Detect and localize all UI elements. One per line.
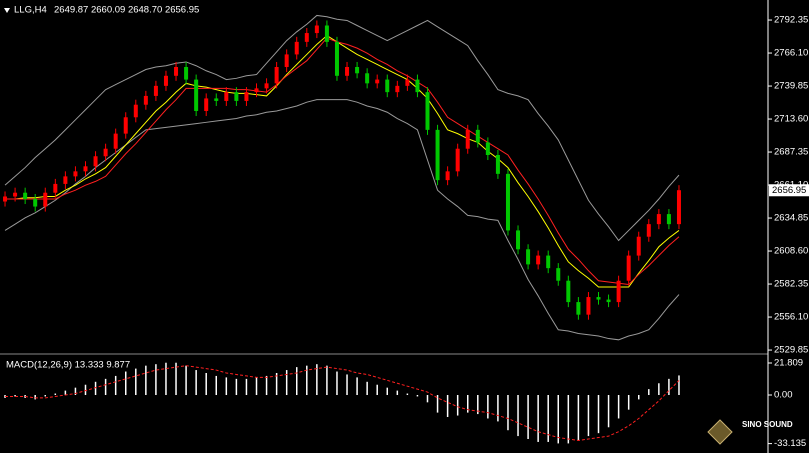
candle-body [465, 129, 470, 149]
candle-body [606, 299, 611, 303]
candle-body [495, 154, 500, 174]
candle-body [153, 85, 158, 96]
candle-body [596, 297, 601, 300]
candle-body [33, 199, 38, 207]
candle-body [304, 33, 309, 42]
candle-body [133, 104, 138, 118]
y-tick-label: 0.00 [774, 390, 793, 401]
candle-body [214, 98, 219, 101]
candle-body [53, 183, 58, 193]
y-tick-label: 21.809 [774, 358, 803, 369]
candle-body [234, 92, 239, 101]
candle-body [294, 41, 299, 55]
ohlc-readout: 2649.87 2660.09 2648.70 2656.95 [54, 5, 199, 16]
menu-icon [4, 8, 10, 13]
candle-body [43, 192, 48, 207]
indicator-line [4, 14, 680, 242]
candle-body [345, 66, 350, 76]
last-price-box [769, 184, 809, 197]
candle-body [13, 192, 18, 197]
candle-body [395, 85, 400, 93]
candle-body [123, 117, 128, 134]
candle-body [646, 224, 651, 237]
candle-body [385, 79, 390, 93]
candle-body [576, 302, 581, 315]
candle-body [224, 92, 229, 101]
candle-body [485, 142, 490, 155]
candle-body [455, 148, 460, 172]
y-tick-label: 2713.60 [774, 114, 808, 125]
candle-body [3, 196, 8, 202]
y-tick-label: 2634.85 [774, 213, 808, 224]
candle-body [93, 156, 98, 167]
candle-body [284, 54, 289, 67]
indicator-line [4, 99, 680, 341]
candle-body [244, 92, 249, 101]
y-tick-label: 2766.10 [774, 48, 808, 59]
candle-body [676, 190, 681, 225]
candle-body [113, 133, 118, 149]
y-tick-label: 2582.35 [774, 279, 808, 290]
candle-body [143, 95, 148, 105]
candle-body [63, 176, 68, 184]
candle-body [365, 73, 370, 84]
candle-body [616, 280, 621, 303]
candle-body [163, 75, 168, 86]
candle-body [516, 230, 521, 250]
y-tick-label: 2529.85 [774, 345, 808, 356]
chart-title: LLG,H4 [14, 5, 47, 16]
candle-body [425, 92, 430, 130]
candle-body [334, 41, 339, 76]
indicator-title: MACD(12,26,9) 13.333 9.877 [6, 360, 130, 371]
candle-body [405, 79, 410, 86]
y-tick-label: 2556.10 [774, 312, 808, 323]
candle-body [415, 79, 420, 93]
indicator-line [5, 37, 680, 286]
candle-body [556, 268, 561, 281]
candle-body [194, 79, 199, 111]
candle-body [73, 171, 78, 177]
candle-body [355, 66, 360, 74]
candle-body [204, 98, 209, 111]
candle-body [264, 83, 269, 89]
candle-body [666, 214, 671, 225]
watermark: SINO SOUND [742, 420, 793, 429]
candle-body [83, 166, 88, 172]
candle-body [536, 255, 541, 265]
candle-body [505, 173, 510, 231]
candle-body [184, 66, 189, 80]
candle-body [103, 148, 108, 157]
y-tick-label: -33.135 [774, 438, 806, 449]
indicator-line [5, 34, 680, 288]
y-tick-label: 2739.85 [774, 81, 808, 92]
candle-body [656, 214, 661, 225]
y-tick-label: 2792.35 [774, 15, 808, 26]
candle-body [174, 66, 179, 76]
candle-body [566, 280, 571, 303]
watermark-logo: SINO SOUND [707, 419, 793, 445]
candle-body [445, 171, 450, 181]
candle-body [526, 249, 531, 265]
candle-body [375, 79, 380, 84]
candle-body [636, 236, 641, 256]
candle-body [626, 255, 631, 281]
candle-body [23, 192, 28, 200]
candle-body [324, 25, 329, 42]
candle-body [314, 25, 319, 34]
candle-body [274, 66, 279, 84]
y-tick-label: 2608.60 [774, 246, 808, 257]
last-price-label: 2656.95 [772, 185, 806, 196]
y-tick-label: 2687.35 [774, 147, 808, 158]
candle-body [475, 129, 480, 143]
candle-body [254, 88, 259, 93]
candle-body [546, 255, 551, 269]
candle-body [586, 297, 591, 315]
candle-body [435, 129, 440, 181]
